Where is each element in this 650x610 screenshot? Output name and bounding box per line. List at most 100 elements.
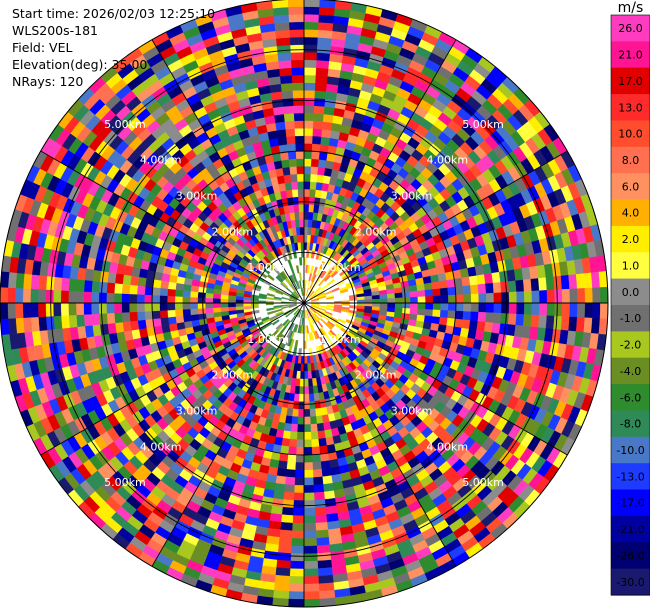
radar-gate	[310, 438, 320, 448]
radar-gate	[0, 302, 9, 320]
radar-gate	[275, 167, 285, 177]
radar-gate	[298, 348, 302, 357]
radar-gate	[315, 67, 329, 77]
radar-gate	[277, 136, 288, 146]
radar-gate	[266, 292, 275, 297]
radar-gate	[272, 106, 285, 116]
radar-gate	[303, 143, 313, 152]
radar-gate	[279, 529, 293, 539]
radar-gate	[305, 288, 309, 297]
radar-gate	[298, 257, 303, 266]
radar-gate	[114, 282, 123, 294]
radar-gate	[425, 302, 434, 311]
radar-gate	[298, 393, 305, 403]
radar-gate	[318, 159, 327, 169]
radar-gate	[468, 320, 479, 331]
range-ring-label: 3.00km	[391, 190, 433, 203]
radar-gate	[298, 196, 305, 205]
radar-gate	[321, 283, 329, 290]
radar-gate	[320, 460, 331, 470]
radar-gate	[276, 467, 287, 478]
radar-gate	[279, 75, 293, 85]
radar-gate	[307, 370, 313, 380]
radar-gate	[303, 203, 310, 213]
radar-gate	[297, 188, 305, 197]
radar-gate	[320, 136, 331, 146]
radar-gate	[304, 287, 306, 296]
radar-gate	[38, 274, 48, 290]
radar-gate	[289, 568, 305, 577]
radar-gate	[311, 143, 321, 153]
radar-gate	[303, 416, 311, 425]
radar-gate	[312, 135, 322, 145]
radar-gate	[273, 14, 290, 24]
radar-gate	[447, 310, 457, 320]
radar-gate	[297, 325, 301, 334]
radar-gate	[409, 290, 419, 298]
colorbar-tick-label: 0.0	[622, 286, 640, 299]
radar-gate	[310, 431, 319, 440]
radar-gate	[144, 294, 153, 304]
radar-gate	[308, 385, 314, 395]
radar-gate	[204, 297, 214, 304]
radar-gate	[568, 274, 578, 290]
radar-gate	[294, 339, 299, 349]
radar-gate	[298, 272, 302, 281]
radar-gate	[235, 302, 244, 307]
radar-gate	[235, 299, 244, 304]
radar-gate	[439, 309, 449, 319]
range-ring-label: 2.00km	[355, 369, 397, 382]
radar-gate	[287, 346, 293, 355]
radar-gate	[310, 166, 319, 175]
radar-gate	[303, 598, 321, 608]
radar-gate	[303, 150, 313, 160]
range-ring-label: 1.00km	[247, 261, 289, 274]
radar-gate	[326, 296, 335, 300]
radar-gate	[569, 302, 578, 318]
colorbar-tick-label: -6.0	[620, 391, 641, 404]
radar-gate	[271, 0, 289, 9]
radar-gate	[151, 286, 161, 296]
radar-gate	[297, 181, 305, 190]
colorbar-tick-label: 4.0	[622, 207, 640, 220]
radar-gate	[182, 290, 191, 298]
radar-gate	[290, 553, 305, 562]
radar-gate	[463, 293, 472, 304]
radar-gate	[319, 261, 325, 270]
radar-gate	[425, 295, 434, 304]
radar-gate	[290, 545, 305, 555]
radar-gate	[60, 277, 70, 291]
radar-gate	[38, 316, 48, 332]
radar-gate	[477, 311, 487, 323]
radar-gate	[316, 422, 325, 432]
radar-gate	[197, 313, 207, 320]
radar-gate	[14, 302, 24, 319]
radar-gate	[14, 287, 24, 304]
radar-gate	[303, 51, 318, 61]
radar-gate	[151, 302, 161, 312]
radar-gate	[283, 105, 295, 115]
colorbar-tick-label: 1.0	[622, 260, 640, 273]
radar-gate	[316, 59, 330, 69]
radar-gate	[538, 315, 548, 329]
radar-gate	[303, 462, 314, 471]
radar-gate	[590, 271, 601, 289]
radar-gate	[251, 309, 260, 315]
radar-gate	[313, 484, 325, 493]
radar-gate	[292, 196, 300, 205]
radar-gate	[319, 318, 327, 325]
radar-gate	[272, 6, 290, 17]
range-ring-label: 5.00km	[104, 476, 146, 489]
radar-gate	[333, 309, 342, 314]
radar-gate	[327, 330, 335, 339]
radar-gate	[455, 294, 464, 304]
radar-gate	[292, 515, 305, 524]
radar-gate	[322, 113, 334, 124]
radar-gate	[523, 290, 533, 304]
radar-gate	[83, 291, 92, 304]
radar-gate	[287, 251, 293, 260]
radar-gate	[303, 82, 316, 91]
radar-gate	[298, 203, 305, 213]
radar-gate	[168, 322, 178, 332]
range-ring-label: 4.00km	[427, 154, 469, 167]
